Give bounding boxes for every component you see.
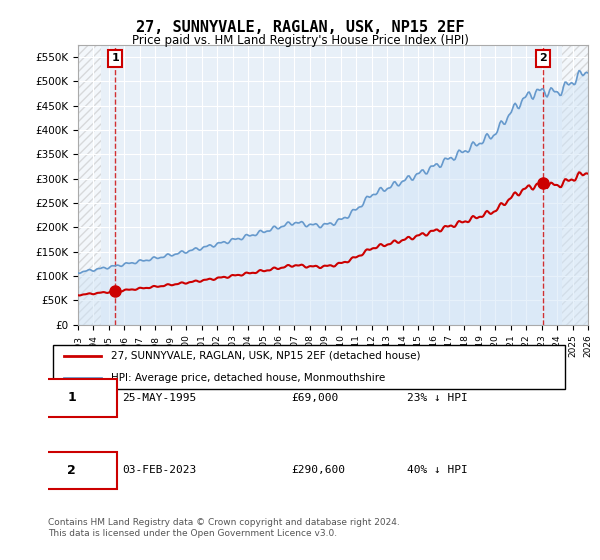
- FancyBboxPatch shape: [27, 451, 116, 489]
- Text: 27, SUNNYVALE, RAGLAN, USK, NP15 2EF (detached house): 27, SUNNYVALE, RAGLAN, USK, NP15 2EF (de…: [112, 351, 421, 361]
- Bar: [562, 45, 588, 325]
- Text: 40% ↓ HPI: 40% ↓ HPI: [407, 465, 468, 475]
- Text: 03-FEB-2023: 03-FEB-2023: [122, 465, 196, 475]
- Text: £69,000: £69,000: [291, 393, 338, 403]
- Text: 23% ↓ HPI: 23% ↓ HPI: [407, 393, 468, 403]
- Text: 1: 1: [111, 53, 119, 63]
- Text: 2: 2: [67, 464, 76, 477]
- Text: 2: 2: [539, 53, 547, 63]
- FancyBboxPatch shape: [53, 345, 565, 390]
- Text: 1: 1: [67, 391, 76, 404]
- Text: Contains HM Land Registry data © Crown copyright and database right 2024.
This d: Contains HM Land Registry data © Crown c…: [48, 518, 400, 538]
- Text: Price paid vs. HM Land Registry's House Price Index (HPI): Price paid vs. HM Land Registry's House …: [131, 34, 469, 46]
- Bar: [78, 45, 101, 325]
- FancyBboxPatch shape: [27, 379, 116, 417]
- Text: 25-MAY-1995: 25-MAY-1995: [122, 393, 196, 403]
- Text: HPI: Average price, detached house, Monmouthshire: HPI: Average price, detached house, Monm…: [112, 373, 386, 383]
- Text: £290,600: £290,600: [291, 465, 345, 475]
- Text: 27, SUNNYVALE, RAGLAN, USK, NP15 2EF: 27, SUNNYVALE, RAGLAN, USK, NP15 2EF: [136, 20, 464, 35]
